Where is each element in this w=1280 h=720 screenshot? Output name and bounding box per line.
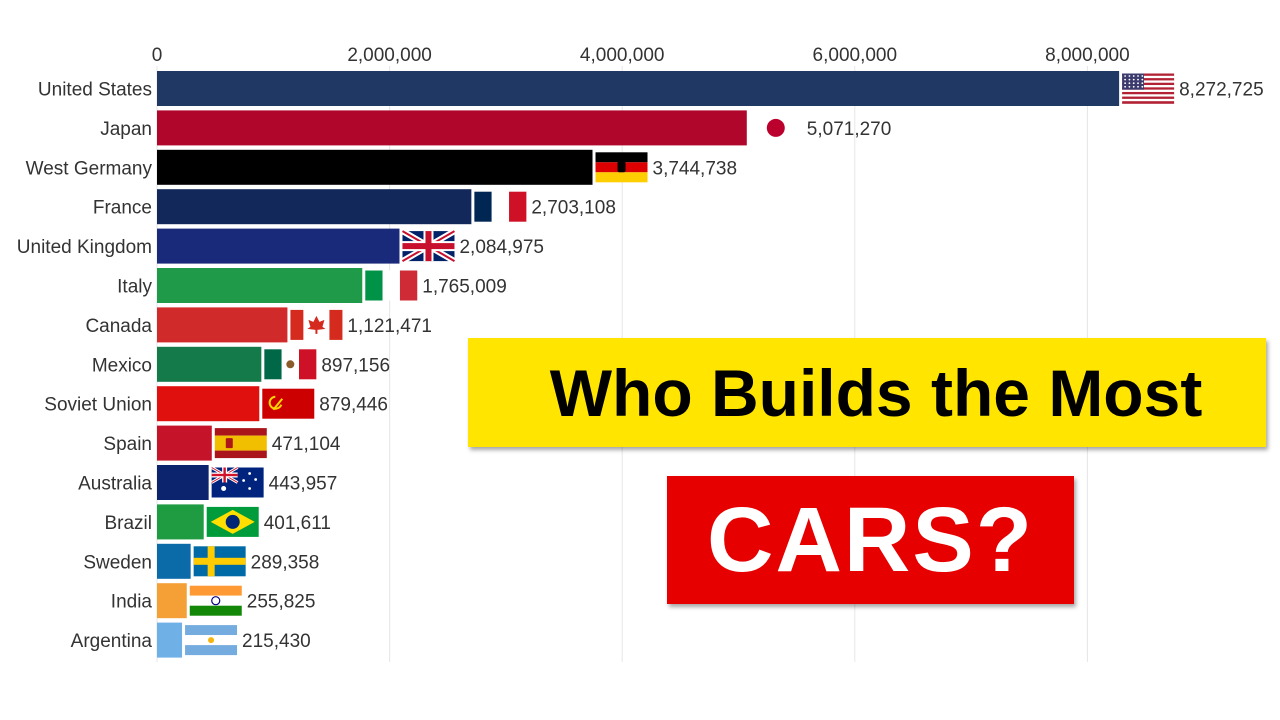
bar (157, 386, 260, 422)
bar (157, 228, 400, 264)
category-label: Canada (85, 316, 152, 337)
bar (157, 504, 204, 540)
category-label: Soviet Union (44, 395, 152, 416)
bar (157, 149, 593, 185)
bars (157, 71, 1120, 658)
japan-flag-icon (766, 118, 785, 137)
category-label: United Kingdom (17, 237, 152, 258)
headline-banner: Who Builds the Most (468, 338, 1266, 447)
value-label: 401,611 (264, 513, 331, 534)
bar (157, 268, 363, 303)
value-label: 879,446 (319, 395, 388, 416)
sweden-flag-icon (193, 546, 246, 577)
x-tick-label: 6,000,000 (813, 45, 898, 66)
value-label: 3,744,738 (653, 158, 738, 179)
x-tick-label: 4,000,000 (580, 45, 665, 66)
headline-line1: Who Builds the Most (549, 355, 1203, 430)
value-label: 471,104 (272, 434, 341, 455)
uk-flag-icon (400, 228, 456, 264)
us-flag-icon (1122, 73, 1175, 104)
bar (157, 189, 472, 225)
x-tick-label: 2,000,000 (347, 45, 432, 66)
value-label: 2,703,108 (531, 198, 616, 219)
argentina-flag-icon (185, 625, 238, 656)
value-label: 8,272,725 (1179, 80, 1264, 101)
soviet-flag-icon (262, 388, 315, 419)
category-label: India (111, 592, 153, 613)
bar (157, 425, 212, 461)
value-label: 215,430 (242, 631, 311, 652)
value-label: 443,957 (269, 474, 338, 495)
category-label: Argentina (71, 631, 153, 652)
value-label: 2,084,975 (459, 237, 544, 258)
category-label: United States (38, 80, 152, 101)
spain-flag-icon (214, 428, 267, 459)
brazil-flag-icon (206, 506, 259, 537)
bar (157, 465, 209, 500)
category-label: Sweden (83, 552, 152, 573)
category-label: France (93, 198, 152, 219)
bar (157, 307, 288, 343)
category-label: Australia (78, 474, 152, 495)
headline-cars-banner: CARS? (667, 476, 1074, 604)
category-label: Italy (117, 277, 152, 298)
australia-flag-icon (210, 466, 264, 498)
category-label: Mexico (92, 355, 152, 376)
x-tick-label: 0 (152, 45, 163, 66)
bar (157, 622, 183, 658)
headline-line2: CARS? (707, 488, 1034, 591)
category-label: West Germany (26, 158, 153, 179)
bar (157, 110, 747, 146)
bar (157, 71, 1120, 106)
value-label: 255,825 (247, 592, 316, 613)
category-label: Japan (100, 119, 152, 140)
value-label: 1,121,471 (347, 316, 432, 337)
bar (157, 583, 187, 619)
category-label: Brazil (104, 513, 152, 534)
value-label: 289,358 (251, 552, 320, 573)
bar (157, 346, 262, 382)
bar (157, 543, 191, 579)
mexico-flag-icon (264, 349, 317, 380)
germany-flag-icon (595, 152, 648, 183)
category-label: Spain (103, 434, 152, 455)
value-label: 897,156 (321, 355, 390, 376)
value-label: 5,071,270 (807, 119, 892, 140)
india-flag-icon (189, 585, 242, 616)
canada-flag-icon (290, 309, 343, 340)
value-label: 1,765,009 (422, 277, 507, 298)
italy-flag-icon (365, 270, 418, 301)
x-tick-label: 8,000,000 (1045, 45, 1130, 66)
france-flag-icon (474, 191, 527, 222)
